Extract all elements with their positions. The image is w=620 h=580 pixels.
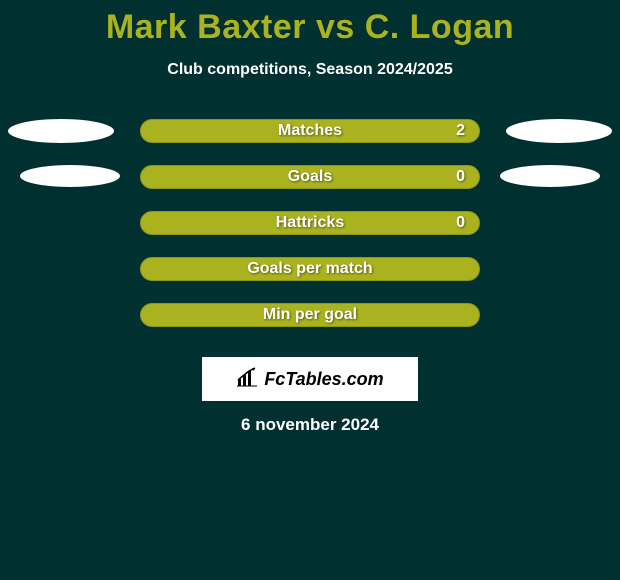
stat-label: Goals per match [141, 260, 479, 278]
bar-chart-icon [236, 367, 264, 392]
stat-bar: Goals per match [140, 257, 480, 281]
stat-label: Hattricks [141, 214, 479, 232]
stat-row: Matches2 [0, 119, 620, 165]
player1-stat-marker [8, 119, 114, 143]
subtitle: Club competitions, Season 2024/2025 [0, 61, 620, 79]
stat-bar: Matches2 [140, 119, 480, 143]
player1-stat-marker [20, 165, 120, 187]
brand-text: FcTables.com [264, 369, 383, 390]
stat-value: 0 [456, 168, 465, 186]
stat-label: Goals [141, 168, 479, 186]
footer-date: 6 november 2024 [0, 415, 620, 435]
stat-bar: Hattricks0 [140, 211, 480, 235]
stat-row: Min per goal [0, 303, 620, 349]
brand-box: FcTables.com [202, 357, 418, 401]
stat-rows: Matches2Goals0Hattricks0Goals per matchM… [0, 119, 620, 349]
stat-bar: Goals0 [140, 165, 480, 189]
stat-label: Min per goal [141, 306, 479, 324]
stat-row: Goals0 [0, 165, 620, 211]
stat-value: 0 [456, 214, 465, 232]
stat-bar: Min per goal [140, 303, 480, 327]
player1-name: Mark Baxter [106, 8, 306, 46]
vs-text: vs [316, 8, 355, 46]
comparison-title: Mark Baxter vs C. Logan [0, 0, 620, 47]
stat-row: Goals per match [0, 257, 620, 303]
stat-row: Hattricks0 [0, 211, 620, 257]
player2-stat-marker [506, 119, 612, 143]
stat-value: 2 [456, 122, 465, 140]
player2-stat-marker [500, 165, 600, 187]
player2-name: C. Logan [365, 8, 514, 46]
stat-label: Matches [141, 122, 479, 140]
